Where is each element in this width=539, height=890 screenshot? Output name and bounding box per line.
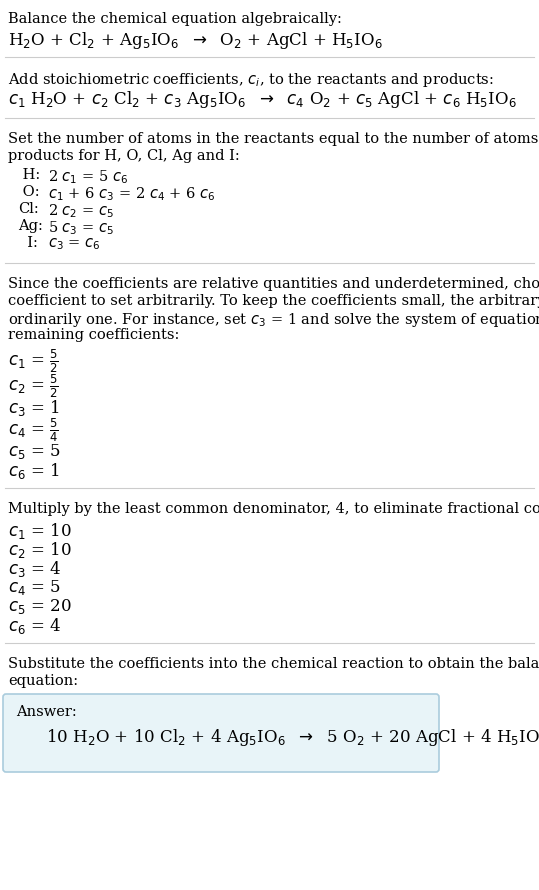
Text: Set the number of atoms in the reactants equal to the number of atoms in the: Set the number of atoms in the reactants… bbox=[8, 132, 539, 146]
Text: $c_5$ = 20: $c_5$ = 20 bbox=[8, 597, 72, 616]
Text: $c_4$ = $\frac{5}{4}$: $c_4$ = $\frac{5}{4}$ bbox=[8, 417, 59, 444]
Text: $c_2$ = $\frac{5}{2}$: $c_2$ = $\frac{5}{2}$ bbox=[8, 373, 59, 400]
Text: $c_3$ = 4: $c_3$ = 4 bbox=[8, 559, 61, 579]
Text: Balance the chemical equation algebraically:: Balance the chemical equation algebraica… bbox=[8, 12, 342, 26]
Text: H$_2$O + Cl$_2$ + Ag$_5$IO$_6$  $\rightarrow$  O$_2$ + AgCl + H$_5$IO$_6$: H$_2$O + Cl$_2$ + Ag$_5$IO$_6$ $\rightar… bbox=[8, 30, 383, 51]
Text: $c_1$ = 10: $c_1$ = 10 bbox=[8, 521, 72, 541]
Text: I:: I: bbox=[18, 236, 38, 250]
Text: $c_6$ = 4: $c_6$ = 4 bbox=[8, 616, 61, 636]
Text: coefficient to set arbitrarily. To keep the coefficients small, the arbitrary va: coefficient to set arbitrarily. To keep … bbox=[8, 294, 539, 308]
Text: $c_5$ = 5: $c_5$ = 5 bbox=[8, 442, 61, 461]
Text: $c_6$ = 1: $c_6$ = 1 bbox=[8, 461, 60, 481]
Text: Since the coefficients are relative quantities and underdetermined, choose a: Since the coefficients are relative quan… bbox=[8, 277, 539, 291]
Text: Multiply by the least common denominator, 4, to eliminate fractional coefficient: Multiply by the least common denominator… bbox=[8, 502, 539, 516]
Text: products for H, O, Cl, Ag and I:: products for H, O, Cl, Ag and I: bbox=[8, 149, 240, 163]
Text: $c_3$ = $c_6$: $c_3$ = $c_6$ bbox=[48, 236, 100, 252]
Text: $c_4$ = 5: $c_4$ = 5 bbox=[8, 578, 61, 597]
Text: O:: O: bbox=[18, 185, 40, 199]
Text: $c_2$ = 10: $c_2$ = 10 bbox=[8, 540, 72, 560]
Text: Ag:: Ag: bbox=[18, 219, 43, 233]
Text: $c_1$ + 6 $c_3$ = 2 $c_4$ + 6 $c_6$: $c_1$ + 6 $c_3$ = 2 $c_4$ + 6 $c_6$ bbox=[48, 185, 216, 203]
Text: H:: H: bbox=[18, 168, 40, 182]
Text: $c_3$ = 1: $c_3$ = 1 bbox=[8, 398, 60, 418]
Text: Substitute the coefficients into the chemical reaction to obtain the balanced: Substitute the coefficients into the che… bbox=[8, 657, 539, 671]
Text: remaining coefficients:: remaining coefficients: bbox=[8, 328, 179, 342]
Text: 10 H$_2$O + 10 Cl$_2$ + 4 Ag$_5$IO$_6$  $\rightarrow$  5 O$_2$ + 20 AgCl + 4 H$_: 10 H$_2$O + 10 Cl$_2$ + 4 Ag$_5$IO$_6$ $… bbox=[46, 727, 539, 748]
Text: 5 $c_3$ = $c_5$: 5 $c_3$ = $c_5$ bbox=[48, 219, 114, 237]
Text: Add stoichiometric coefficients, $c_i$, to the reactants and products:: Add stoichiometric coefficients, $c_i$, … bbox=[8, 71, 494, 89]
Text: $c_1$ = $\frac{5}{2}$: $c_1$ = $\frac{5}{2}$ bbox=[8, 348, 59, 376]
Text: $c_1$ H$_2$O + $c_2$ Cl$_2$ + $c_3$ Ag$_5$IO$_6$  $\rightarrow$  $c_4$ O$_2$ + $: $c_1$ H$_2$O + $c_2$ Cl$_2$ + $c_3$ Ag$_… bbox=[8, 89, 517, 110]
Text: Answer:: Answer: bbox=[16, 705, 77, 719]
Text: ordinarily one. For instance, set $c_3$ = 1 and solve the system of equations fo: ordinarily one. For instance, set $c_3$ … bbox=[8, 311, 539, 329]
Text: 2 $c_1$ = 5 $c_6$: 2 $c_1$ = 5 $c_6$ bbox=[48, 168, 128, 186]
Text: equation:: equation: bbox=[8, 674, 78, 688]
Text: 2 $c_2$ = $c_5$: 2 $c_2$ = $c_5$ bbox=[48, 202, 114, 220]
FancyBboxPatch shape bbox=[3, 694, 439, 772]
Text: Cl:: Cl: bbox=[18, 202, 39, 216]
